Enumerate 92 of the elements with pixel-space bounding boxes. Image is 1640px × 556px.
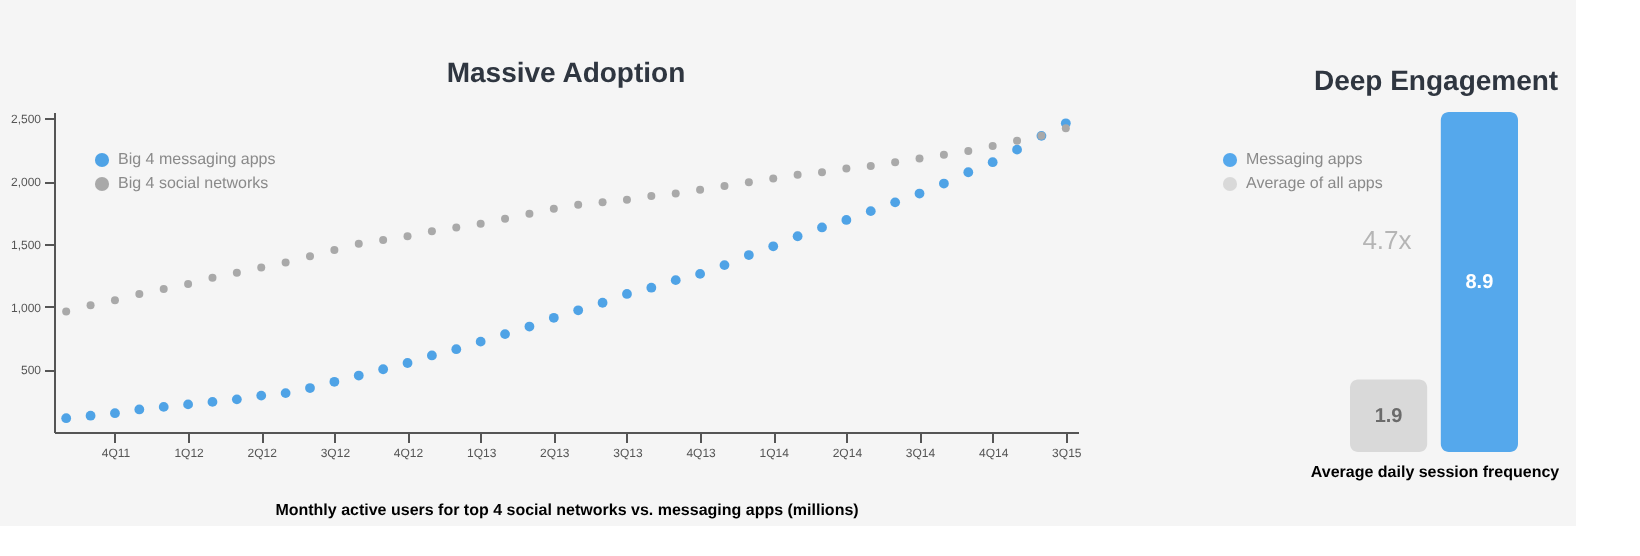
- point: [987, 157, 998, 168]
- point: [598, 198, 607, 207]
- point: [86, 301, 95, 310]
- point: [306, 252, 314, 261]
- point: [256, 390, 267, 401]
- point: [525, 209, 534, 218]
- point: [744, 178, 753, 187]
- point: [110, 296, 119, 305]
- point: [915, 154, 924, 163]
- point: [330, 246, 339, 255]
- point: [671, 189, 680, 198]
- legend-label: Average of all apps: [1246, 174, 1383, 192]
- point: [500, 329, 510, 340]
- point: [574, 200, 583, 209]
- point: [964, 146, 973, 155]
- point: [452, 223, 461, 232]
- point: [647, 192, 656, 201]
- point: [403, 232, 412, 241]
- point: [134, 404, 145, 415]
- point: [329, 376, 340, 387]
- point: [939, 178, 949, 189]
- legend-label: Big 4 social networks: [118, 174, 269, 192]
- point: [85, 410, 96, 421]
- point: [378, 364, 389, 375]
- legend-label: Big 4 messaging apps: [118, 150, 276, 168]
- point: [866, 161, 875, 170]
- point: [476, 219, 485, 228]
- point: [793, 170, 802, 179]
- point: [695, 268, 705, 279]
- point: [305, 383, 315, 393]
- point: [939, 150, 948, 159]
- point: [501, 214, 510, 223]
- point: [670, 275, 681, 286]
- point: [719, 260, 730, 270]
- point: [720, 182, 729, 191]
- x-axis-title: Average daily session frequency: [1310, 463, 1561, 481]
- point: [768, 241, 779, 252]
- point: [231, 394, 242, 405]
- point: [61, 413, 72, 424]
- point: [743, 250, 754, 260]
- annotation: 4.7x: [1362, 225, 1413, 256]
- point: [622, 289, 632, 299]
- point: [207, 396, 218, 407]
- point: [696, 185, 705, 194]
- point: [890, 197, 901, 208]
- point: [524, 321, 535, 332]
- point: [62, 307, 71, 316]
- point: [1013, 136, 1022, 145]
- point: [208, 273, 217, 282]
- point: [451, 344, 462, 355]
- point: [842, 164, 851, 173]
- point: [281, 258, 290, 267]
- point: [817, 222, 827, 233]
- point: [183, 399, 193, 410]
- point: [475, 336, 486, 347]
- point: [232, 268, 241, 277]
- chart-title: Massive Adoption: [446, 56, 686, 88]
- point: [110, 408, 120, 419]
- point: [597, 297, 608, 308]
- point: [573, 305, 584, 316]
- point: [988, 141, 997, 150]
- legend-label: Messaging apps: [1246, 150, 1363, 168]
- point: [135, 289, 144, 298]
- point: [280, 388, 291, 398]
- point: [769, 174, 778, 183]
- point: [1012, 144, 1022, 155]
- point: [184, 279, 193, 288]
- point: [257, 263, 266, 272]
- point: [914, 188, 925, 199]
- chart-title: Deep Engagement: [1313, 64, 1559, 96]
- point: [622, 195, 631, 204]
- point: [549, 204, 558, 213]
- point: [841, 215, 852, 225]
- point: [379, 236, 388, 244]
- point: [818, 168, 826, 177]
- point: [402, 358, 413, 368]
- point: [427, 227, 436, 236]
- data-label: 1.9: [1374, 405, 1404, 428]
- point: [1061, 124, 1070, 133]
- x-axis-title: Monthly active users for top 4 social networks vs. messaging apps (millions): [275, 501, 860, 519]
- point: [646, 282, 657, 293]
- point: [159, 284, 168, 293]
- point: [963, 167, 974, 178]
- point: [891, 158, 900, 167]
- point: [353, 370, 364, 381]
- data-label: 8.9: [1465, 272, 1495, 294]
- point: [158, 402, 169, 412]
- point: [427, 350, 437, 361]
- point: [548, 312, 559, 323]
- point: [865, 206, 876, 217]
- point: [792, 231, 803, 242]
- point: [354, 239, 363, 248]
